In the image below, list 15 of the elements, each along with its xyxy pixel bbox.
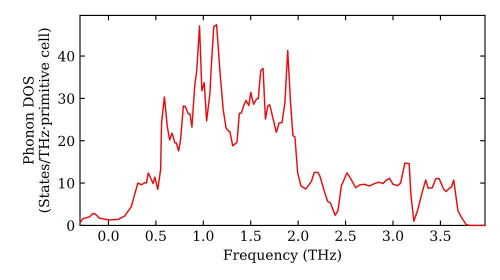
- y-tick-label: 30: [58, 93, 74, 104]
- x-tick-label: 3.5: [430, 230, 450, 242]
- y-axis-title: Phonon DOS (States/THz·primitive cell): [22, 28, 52, 212]
- x-tick-label: 3.0: [383, 230, 404, 242]
- y-tick-label: 0: [67, 220, 74, 231]
- y-tick-label: 10: [59, 178, 74, 189]
- y-tick-label: 40: [58, 51, 74, 62]
- x-axis-title: Frequency (THz): [224, 249, 341, 263]
- x-tick-label: 0.5: [146, 230, 166, 242]
- y-tick-label: 20: [58, 136, 74, 146]
- x-tick-label: 2.0: [288, 230, 308, 242]
- x-tick-label: 1.5: [241, 230, 261, 242]
- x-tick-label: 0.0: [98, 230, 119, 242]
- x-tick-label: 1.0: [194, 230, 214, 242]
- x-tick-label: 2.5: [335, 230, 356, 242]
